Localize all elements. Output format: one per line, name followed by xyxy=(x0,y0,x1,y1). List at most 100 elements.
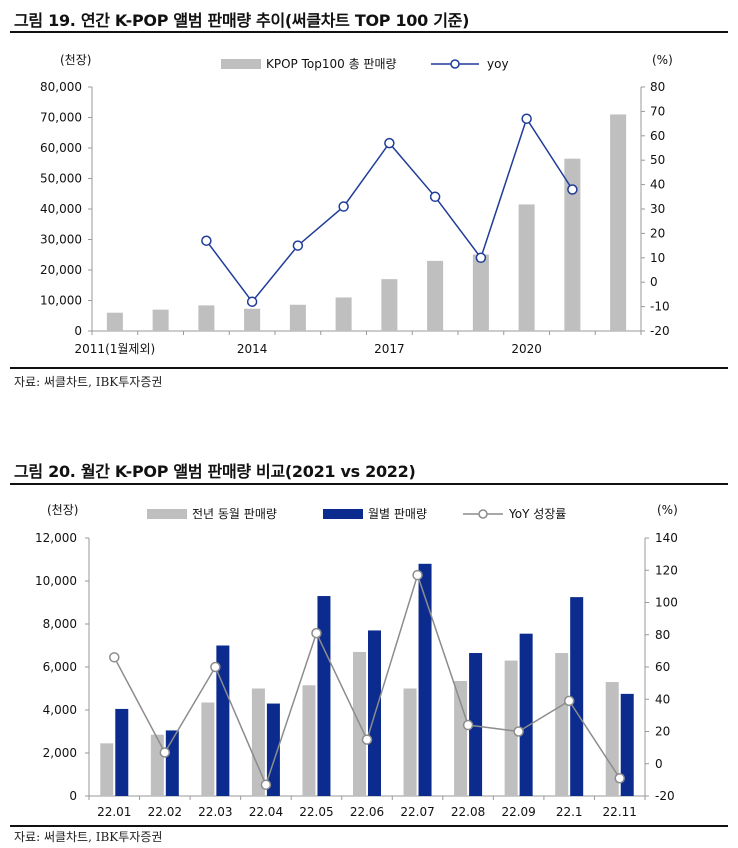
y2-tick-label: 40 xyxy=(650,178,665,192)
y-axis-unit-label: (천장) xyxy=(47,502,78,517)
bar-total-sales xyxy=(106,312,123,331)
bar-total-sales xyxy=(198,305,215,331)
bar-monthly xyxy=(570,597,584,796)
y2-tick-label: -20 xyxy=(650,324,670,338)
bar-prev-year xyxy=(454,680,468,796)
y-tick-label: 40,000 xyxy=(40,202,82,216)
y2-axis-unit-label: (%) xyxy=(652,53,673,67)
legend-label-bar: KPOP Top100 총 판매량 xyxy=(266,57,397,71)
y2-tick-label: 140 xyxy=(655,531,678,545)
y2-axis-unit-label: (%) xyxy=(657,503,678,517)
x-tick-label: 22.05 xyxy=(299,805,333,819)
yoy-point xyxy=(384,137,395,149)
figure2-bottom-rule xyxy=(10,825,728,827)
figure1-top-rule xyxy=(10,31,728,33)
y-tick-label: 20,000 xyxy=(40,263,82,277)
bar-total-sales xyxy=(610,114,627,331)
bar-monthly xyxy=(317,596,331,796)
bar-monthly xyxy=(469,653,483,796)
y2-tick-label: 80 xyxy=(655,628,670,642)
legend-label-prev: 전년 동월 판매량 xyxy=(192,507,277,521)
figure1-bottom-rule xyxy=(10,367,728,369)
bar-total-sales xyxy=(564,158,581,331)
bar-monthly xyxy=(165,730,179,796)
y-tick-label: 60,000 xyxy=(40,141,82,155)
yoy-growth-point xyxy=(210,661,221,673)
y-tick-label: 70,000 xyxy=(40,111,82,125)
yoy-growth-point xyxy=(260,779,272,790)
yoy-point xyxy=(338,201,349,212)
y2-tick-label: 60 xyxy=(650,129,665,143)
figure1-source: 자료: 써클차트, IBK투자증권 xyxy=(14,375,163,389)
yoy-point xyxy=(521,113,532,124)
y-tick-label: 50,000 xyxy=(40,172,82,186)
figure2-source: 자료: 써클차트, IBK투자증권 xyxy=(14,830,163,844)
y-tick-label: 4,000 xyxy=(43,703,77,717)
y2-tick-label: 100 xyxy=(655,596,678,610)
y2-tick-label: 50 xyxy=(650,153,665,167)
bar-prev-year xyxy=(251,688,265,796)
y-tick-label: 6,000 xyxy=(43,660,77,674)
y2-tick-label: -10 xyxy=(650,300,670,314)
yoy-growth-point xyxy=(109,652,120,663)
x-tick-label: 2011(1월제외) xyxy=(75,342,156,356)
bar-prev-year xyxy=(605,682,619,796)
bar-prev-year xyxy=(403,688,417,796)
x-tick-label: 22.04 xyxy=(249,805,283,819)
x-tick-label: 22.02 xyxy=(148,805,182,819)
x-tick-label: 22.08 xyxy=(451,805,485,819)
bar-total-sales xyxy=(381,279,398,331)
bar-total-sales xyxy=(335,297,352,331)
y-tick-label: 8,000 xyxy=(43,617,77,631)
legend-swatch-monthly xyxy=(323,509,363,519)
x-tick-label: 22.07 xyxy=(400,805,434,819)
bar-total-sales xyxy=(289,304,306,331)
x-tick-label: 22.11 xyxy=(603,805,637,819)
yoy-growth-point xyxy=(462,719,474,731)
bar-total-sales xyxy=(152,309,169,331)
x-tick-label: 22.1 xyxy=(556,805,583,819)
legend-label-yoy: YoY 성장률 xyxy=(508,507,566,521)
yoy-point xyxy=(246,296,258,307)
y-tick-label: 0 xyxy=(74,324,82,338)
figure2-title: 그림 20. 월간 K-POP 앨범 판매량 비교(2021 vs 2022) xyxy=(14,462,416,481)
bar-total-sales xyxy=(518,204,535,331)
bar-prev-year xyxy=(555,653,569,796)
y2-tick-label: 60 xyxy=(655,660,670,674)
legend-swatch-prev xyxy=(147,509,187,519)
yoy-growth-point xyxy=(563,695,575,707)
y-tick-label: 10,000 xyxy=(35,574,77,588)
monthly-sales-chart: 0 2,000 4,000 6,000 8,000 10,000 12,000 -20 0 20 4… xyxy=(35,502,678,819)
legend-swatch-point xyxy=(450,59,460,69)
y-tick-label: 30,000 xyxy=(40,233,82,247)
legend-label-line: yoy xyxy=(487,57,509,71)
y2-tick-label: -20 xyxy=(655,789,675,803)
legend-swatch-point xyxy=(478,509,488,519)
bar-prev-year xyxy=(504,660,518,796)
y2-tick-label: 40 xyxy=(655,692,670,706)
bar-monthly xyxy=(620,693,634,796)
yoy-growth-point xyxy=(513,726,524,737)
yoy-point xyxy=(567,184,578,195)
y-tick-label: 10,000 xyxy=(40,294,82,308)
y-tick-label: 2,000 xyxy=(43,746,77,760)
x-tick-label: 2017 xyxy=(374,342,405,356)
y-axis-unit-label: (천장) xyxy=(60,52,91,67)
bar-monthly xyxy=(519,633,533,796)
bar-monthly xyxy=(418,563,432,796)
y2-tick-label: 80 xyxy=(650,80,665,94)
yoy-point xyxy=(292,240,304,251)
y2-tick-label: 0 xyxy=(655,757,663,771)
y-tick-label: 0 xyxy=(69,789,77,803)
figure2-top-rule xyxy=(10,483,728,485)
yoy-growth-point xyxy=(614,773,625,784)
y2-tick-label: 10 xyxy=(650,251,665,265)
y-tick-label: 12,000 xyxy=(35,531,77,545)
y2-tick-label: 120 xyxy=(655,563,678,577)
x-tick-label: 22.09 xyxy=(501,805,535,819)
yoy-growth-point xyxy=(311,627,322,639)
y2-tick-label: 0 xyxy=(650,275,658,289)
yoy-point xyxy=(201,235,212,246)
y2-tick-label: 70 xyxy=(650,104,665,118)
y2-tick-label: 20 xyxy=(655,725,670,739)
